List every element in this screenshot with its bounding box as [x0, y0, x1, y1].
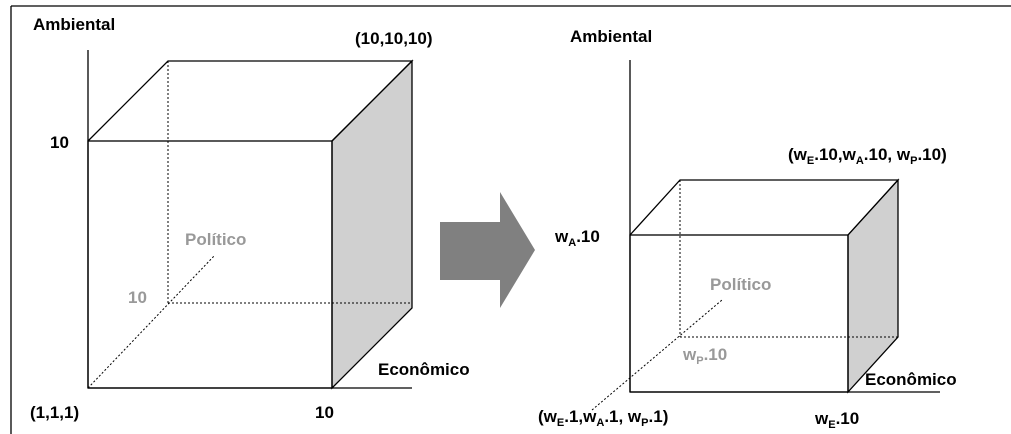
tick-label: wA.10 [554, 227, 600, 249]
tick-label: 10 [50, 133, 69, 152]
axis-label: Político [710, 275, 771, 294]
front-face [629, 234, 849, 393]
subscript: P [696, 355, 703, 367]
label-part: .10, w [864, 145, 911, 164]
label-part: (w [538, 407, 558, 426]
label-part: .10 [704, 345, 728, 364]
side-face [331, 59, 413, 390]
corner-label: (10,10,10) [355, 29, 433, 48]
label-part: .10) [917, 145, 946, 164]
label-part: .10,w [814, 145, 856, 164]
origin-label: (1,1,1) [30, 403, 79, 422]
axis-label: Econômico [865, 370, 957, 389]
label-part: .1) [649, 407, 669, 426]
right-cube: Ambiental (wE.10,wA.10, wP.10) wA.10 Pol… [538, 27, 957, 431]
axis-label: Ambiental [570, 27, 652, 46]
arrow [440, 192, 535, 308]
front-face [87, 140, 333, 389]
tick-label: wE.10 [814, 409, 859, 431]
subscript: A [596, 417, 604, 429]
label-part: w [814, 409, 829, 428]
subscript: P [910, 155, 917, 167]
top-face [629, 179, 900, 236]
z-axis [591, 299, 723, 411]
side-face [847, 178, 899, 394]
subscript: E [828, 419, 835, 431]
corner-label: (wE.10,wA.10, wP.10) [788, 145, 947, 167]
left-cube: Ambiental (10,10,10) 10 Político 10 Econ… [30, 15, 470, 422]
tick-label: wP.10 [682, 345, 727, 367]
tick-label: 10 [315, 403, 334, 422]
label-part: w [682, 345, 697, 364]
label-part: .10 [836, 409, 860, 428]
origin-label: (wE.1,wA.1, wP.1) [538, 407, 668, 429]
subscript: P [641, 417, 648, 429]
axis-label: Político [185, 230, 246, 249]
top-face [87, 60, 414, 142]
z-axis [87, 254, 216, 389]
label-part: w [554, 227, 569, 246]
label-part: (w [788, 145, 808, 164]
subscript: A [568, 237, 576, 249]
label-part: .10 [576, 227, 600, 246]
subscript: A [856, 155, 864, 167]
tick-label: 10 [128, 288, 147, 307]
label-part: .1, w [604, 407, 642, 426]
label-part: .1,w [564, 407, 597, 426]
axis-label: Ambiental [33, 15, 115, 34]
subscript: E [807, 155, 814, 167]
axis-label: Econômico [378, 360, 470, 379]
subscript: E [557, 417, 564, 429]
